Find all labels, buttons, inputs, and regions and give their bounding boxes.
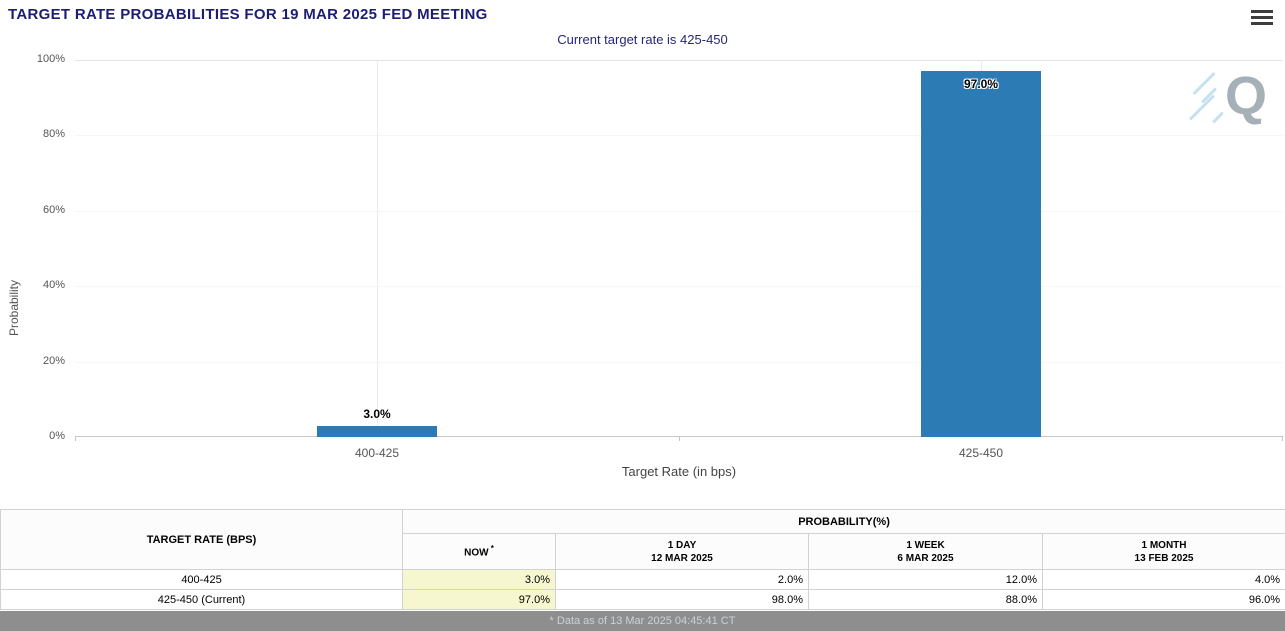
menu-bar — [1251, 22, 1273, 25]
probability-cell: 2.0% — [555, 569, 809, 590]
probability-cell: 97.0% — [402, 589, 556, 610]
table-row: 425-450 (Current) 97.0% 98.0% 88.0% 96.0% — [0, 589, 1285, 610]
probability-cell: 4.0% — [1041, 569, 1285, 590]
table-subheader-row: NOW * 1 DAY 12 MAR 2025 1 WEEK 6 MAR 2025 1 M… — [1, 533, 1285, 570]
data-timestamp-note: * Data as of 13 Mar 2025 04:45:41 CT — [0, 611, 1285, 631]
col-header-1-month: 1 MONTH 13 FEB 2025 — [1041, 533, 1285, 570]
x-axis-tick — [679, 436, 680, 441]
y-axis: Probability 0% 20% 40% 60% 80% 100% — [0, 53, 70, 442]
gridline-horizontal — [75, 361, 1283, 363]
x-axis-tick — [75, 436, 76, 441]
y-axis-tick-label: 40% — [42, 279, 65, 292]
col-header-now: NOW * — [402, 533, 556, 570]
watermark-swoosh — [1211, 111, 1225, 124]
y-axis-tick-label: 20% — [42, 354, 65, 367]
chart-subtitle: Current target rate is 425-450 — [557, 32, 728, 47]
probability-cell: 3.0% — [402, 569, 556, 590]
watermark-logo: Q — [1188, 66, 1267, 138]
probability-cell: 98.0% — [555, 589, 809, 610]
col-header-probability-group: PROBABILITY(%) — [401, 509, 1285, 534]
bar-data-label: 97.0% — [963, 77, 999, 91]
bar-data-label: 3.0% — [363, 407, 391, 421]
x-axis-tick — [1282, 436, 1283, 441]
y-axis-title: Probability — [7, 279, 21, 337]
x-axis-category-label: 425-450 — [958, 446, 1004, 460]
col-header-1-day: 1 DAY 12 MAR 2025 — [555, 533, 809, 570]
gridline-horizontal — [75, 210, 1283, 212]
target-rate-cell: 425-450 (Current) — [0, 589, 403, 610]
watermark-swoosh — [1188, 94, 1216, 121]
watermark-q-letter: Q — [1224, 66, 1267, 126]
menu-bar — [1251, 16, 1273, 19]
probability-table: TARGET RATE (BPS) PROBABILITY(%) NOW * 1 … — [0, 509, 1285, 610]
gridline-horizontal — [75, 135, 1283, 137]
chart-title: TARGET RATE PROBABILITIES FOR 19 MAR 202… — [8, 6, 488, 23]
plot-area: Q Target Rate (in bps) 3.0% 400-425 97.0% 4… — [75, 60, 1283, 479]
y-axis-tick-label: 80% — [42, 128, 65, 141]
table-header-row: TARGET RATE (BPS) PROBABILITY(%) — [0, 509, 1285, 570]
table-row: 400-425 3.0% 2.0% 12.0% 4.0% — [0, 569, 1285, 590]
y-axis-tick-label: 0% — [49, 430, 65, 442]
gridline-horizontal — [75, 60, 1283, 61]
gridline-vertical — [377, 60, 378, 436]
y-axis-tick-label: 100% — [36, 53, 65, 65]
target-rate-cell: 400-425 — [0, 569, 403, 590]
col-header-1-week: 1 WEEK 6 MAR 2025 — [808, 533, 1043, 570]
probability-cell: 88.0% — [808, 589, 1043, 610]
gridline-horizontal — [75, 286, 1283, 288]
hamburger-menu-icon[interactable] — [1251, 10, 1273, 25]
chart-bar[interactable] — [921, 71, 1041, 437]
probability-cell: 12.0% — [808, 569, 1043, 590]
probability-cell: 96.0% — [1041, 589, 1285, 610]
chart-bar[interactable] — [317, 426, 437, 437]
x-axis-title: Target Rate (in bps) — [621, 464, 737, 479]
x-axis-category-label: 400-425 — [354, 446, 400, 460]
menu-bar — [1251, 10, 1273, 13]
col-header-target-rate: TARGET RATE (BPS) — [0, 509, 403, 570]
y-axis-tick-label: 60% — [42, 203, 65, 216]
